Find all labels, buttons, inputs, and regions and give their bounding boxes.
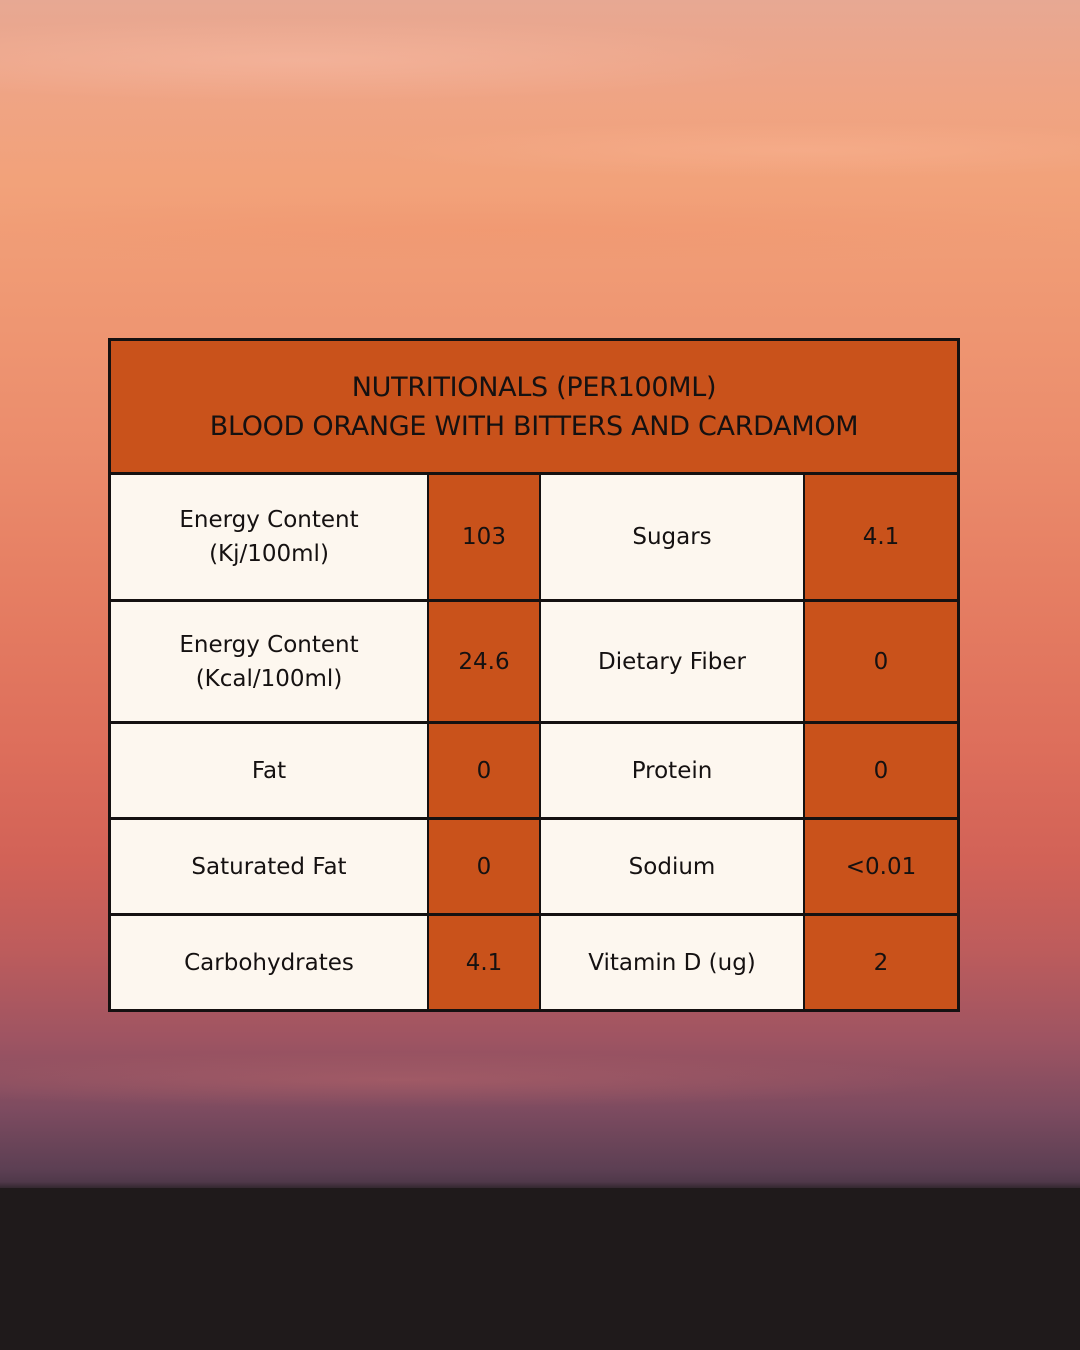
nutrient-label: Sugars	[541, 475, 803, 599]
nutrient-label: Vitamin D (ug)	[541, 916, 803, 1009]
nutrient-value: 0	[429, 820, 539, 913]
header-title: NUTRITIONALS (PER100ML)	[351, 371, 717, 403]
nutrition-grid: Energy Content (Kj/100ml) 103 Sugars 4.1…	[111, 475, 957, 1009]
nutrient-value: 0	[429, 724, 539, 817]
nutrient-label: Sodium	[541, 820, 803, 913]
nutrition-table: NUTRITIONALS (PER100ML) BLOOD ORANGE WIT…	[108, 338, 960, 1012]
nutrient-value: 0	[805, 602, 957, 721]
horizon-ground	[0, 1182, 1080, 1350]
nutrient-value: 24.6	[429, 602, 539, 721]
nutrient-value: 0	[805, 724, 957, 817]
nutrient-label: Energy Content (Kcal/100ml)	[111, 602, 427, 721]
nutrient-label: Fat	[111, 724, 427, 817]
nutrient-label: Protein	[541, 724, 803, 817]
nutrient-label: Saturated Fat	[111, 820, 427, 913]
nutrition-table-header: NUTRITIONALS (PER100ML) BLOOD ORANGE WIT…	[111, 341, 957, 472]
header-subtitle: BLOOD ORANGE WITH BITTERS AND CARDAMOM	[209, 410, 859, 442]
nutrient-value: 2	[805, 916, 957, 1009]
nutrient-value: 4.1	[805, 475, 957, 599]
nutrient-value: 4.1	[429, 916, 539, 1009]
nutrient-value: <0.01	[805, 820, 957, 913]
nutrient-value: 103	[429, 475, 539, 599]
nutrient-label: Carbohydrates	[111, 916, 427, 1009]
nutrient-label: Dietary Fiber	[541, 602, 803, 721]
nutrient-label: Energy Content (Kj/100ml)	[111, 475, 427, 599]
